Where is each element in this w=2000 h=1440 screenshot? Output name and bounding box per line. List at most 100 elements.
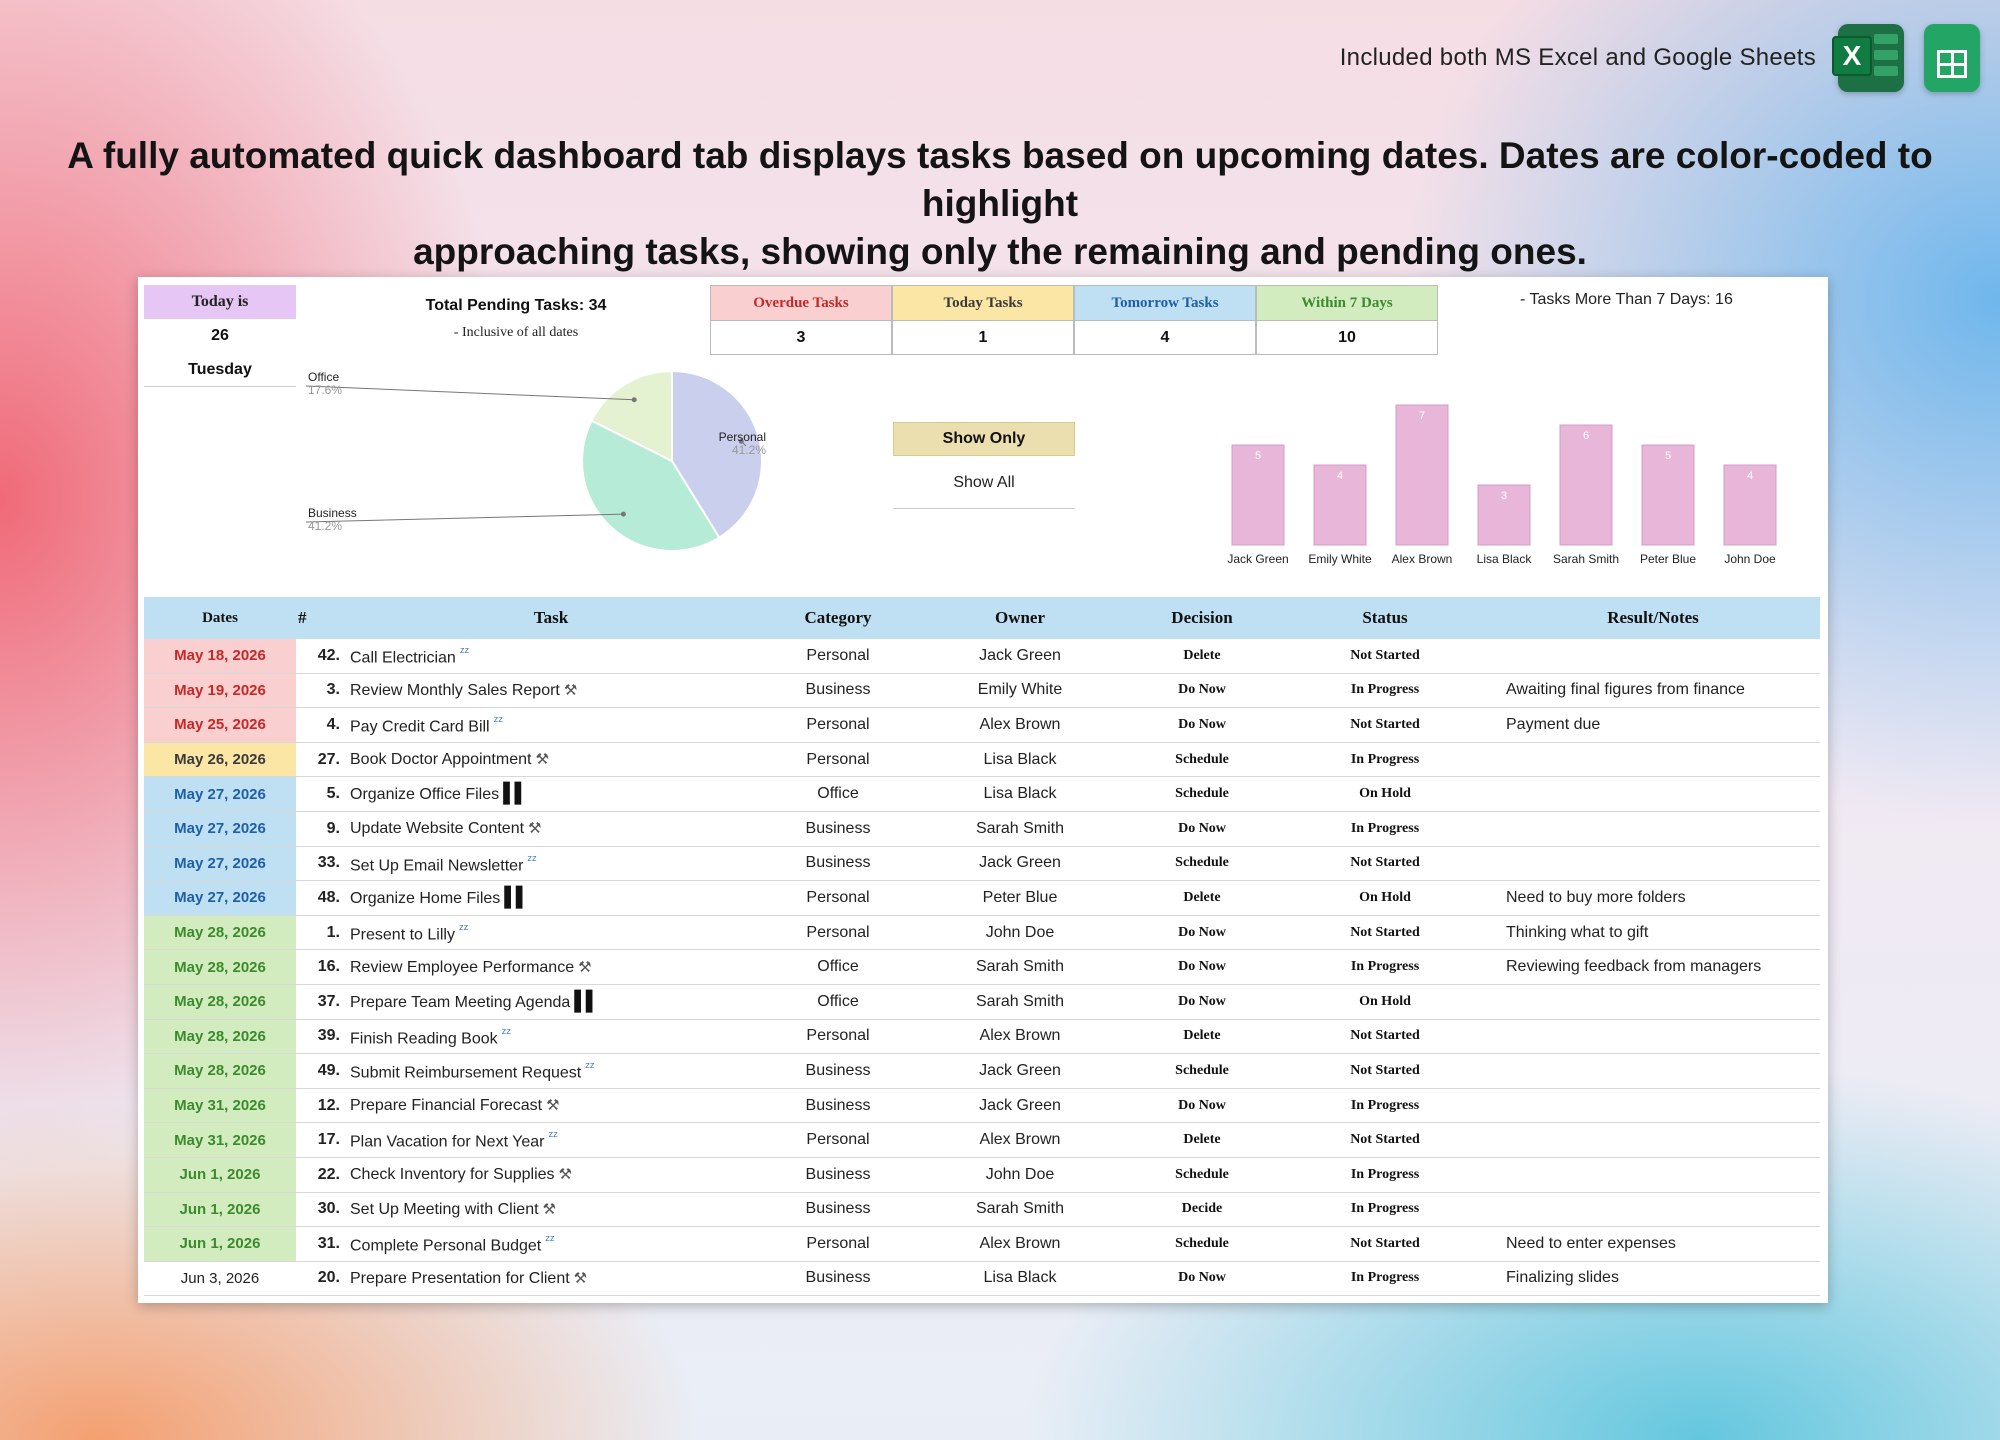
task-name: Prepare Financial Forecast — [350, 1097, 543, 1115]
bar-value-label: 5 — [1255, 450, 1261, 462]
table-row[interactable]: Jun 3, 2026 20. Prepare Presentation for C… — [144, 1261, 1820, 1297]
task-number: 37. — [317, 992, 340, 1010]
date-cell: May 25, 2026 — [144, 708, 296, 742]
task-cell: Organize Office Files ▌▌ — [346, 783, 756, 805]
bar-value-label: 4 — [1337, 470, 1343, 482]
task-number: 30. — [317, 1200, 340, 1218]
table-row[interactable]: May 31, 2026 17. Plan Vacation for Next Ye… — [144, 1123, 1820, 1158]
table-row[interactable]: May 31, 2026 12. Prepare Financial Forecas… — [144, 1088, 1820, 1124]
status-cell: Not Started — [1350, 1028, 1420, 1044]
bar-sarah-smith — [1559, 424, 1613, 546]
date-cell: May 28, 2026 — [144, 915, 296, 950]
header-dates[interactable]: Dates — [202, 609, 238, 626]
status-cell: Not Started — [1350, 1235, 1420, 1251]
header-task[interactable]: Task — [533, 608, 569, 627]
status-cell: On Hold — [1359, 993, 1411, 1009]
table-row[interactable]: May 25, 2026 4. Pay Credit Card Bill ᶻᶻ Pers… — [144, 708, 1820, 743]
sleep-icon: ᶻᶻ — [545, 1232, 555, 1248]
table-row[interactable]: May 26, 2026 27. Book Doctor Appointment ⚒ P… — [144, 742, 1820, 778]
pie-leader-dot — [631, 397, 637, 403]
date-cell: May 27, 2026 — [144, 881, 296, 915]
category-cell: Office — [817, 958, 859, 976]
pie-percent-label: 41.2% — [308, 519, 342, 533]
table-row[interactable]: May 28, 2026 49. Submit Reimbursement Requ… — [144, 1054, 1820, 1089]
task-cell: Set Up Meeting with Client ⚒ — [346, 1200, 756, 1219]
owner-cell: Peter Blue — [982, 888, 1058, 906]
table-row[interactable]: Jun 1, 2026 31. Complete Personal Budget ᶻᶻ… — [144, 1227, 1820, 1262]
notes-cell: Need to enter expenses — [1506, 1234, 1676, 1252]
show-all-option[interactable]: Show All — [893, 465, 1075, 509]
date-cell: May 19, 2026 — [144, 673, 296, 708]
table-row[interactable]: May 19, 2026 3. Review Monthly Sales Repor… — [144, 673, 1820, 709]
task-name: Submit Reimbursement Request — [350, 1064, 582, 1082]
table-row[interactable]: May 18, 2026 42. Call Electrician ᶻᶻ Persona… — [144, 639, 1820, 674]
tools-icon: ⚒ — [563, 681, 578, 699]
bar-category-label: Sarah Smith — [1553, 552, 1619, 566]
task-cell: Call Electrician ᶻᶻ — [346, 644, 756, 667]
sleep-icon: ᶻᶻ — [493, 713, 503, 729]
category-cell: Business — [805, 1096, 871, 1114]
table-row[interactable]: May 27, 2026 48. Organize Home Files ▌▌ Pers… — [144, 881, 1820, 916]
table-row[interactable]: May 28, 2026 37. Prepare Team Meeting Agen… — [144, 984, 1820, 1020]
bar-value-label: 5 — [1665, 450, 1671, 462]
table-row[interactable]: May 28, 2026 1. Present to Lilly ᶻᶻ Personal… — [144, 915, 1820, 951]
header-status[interactable]: Status — [1362, 608, 1408, 627]
total-pending-title: Total Pending Tasks: 34 — [425, 297, 607, 314]
task-cell: Plan Vacation for Next Year ᶻᶻ — [346, 1128, 756, 1151]
excel-logo-icon: X — [1832, 24, 1904, 92]
decision-cell: Do Now — [1178, 716, 1226, 732]
table-row[interactable]: May 27, 2026 33. Set Up Email Newsletter ᶻᶻ… — [144, 846, 1820, 882]
date-cell: May 31, 2026 — [144, 1123, 296, 1157]
header-notes[interactable]: Result/Notes — [1607, 608, 1699, 627]
table-row[interactable]: Jun 1, 2026 22. Check Inventory for Suppli… — [144, 1157, 1820, 1193]
kpi-label: Overdue Tasks — [711, 286, 891, 320]
owner-bar-chart: 5 Jack Green 4 Emily White 7 Alex Brown 3 Lisa … — [1227, 404, 1777, 566]
today-weekday: Tuesday — [144, 353, 296, 387]
bar-value-label: 4 — [1747, 470, 1753, 482]
pie-leader-line — [305, 513, 624, 523]
header-decision[interactable]: Decision — [1171, 608, 1233, 627]
date-cell: May 26, 2026 — [144, 742, 296, 777]
tools-icon: ⚒ — [578, 958, 592, 976]
task-number: 5. — [326, 785, 340, 803]
header-category[interactable]: Category — [804, 608, 872, 627]
owner-cell: Jack Green — [979, 1061, 1061, 1079]
table-row[interactable]: May 28, 2026 16. Review Employee Performan… — [144, 950, 1820, 985]
header-owner[interactable]: Owner — [994, 608, 1046, 627]
kpi-value: 1 — [893, 320, 1073, 354]
category-cell: Business — [805, 681, 871, 699]
owner-cell: Alex Brown — [979, 1027, 1061, 1045]
pie-leader-line — [305, 385, 635, 401]
notes-cell: Thinking what to gift — [1506, 923, 1649, 941]
task-cell: Present to Lilly ᶻᶻ — [346, 921, 756, 944]
table-body: May 18, 2026 42. Call Electrician ᶻᶻ Persona… — [144, 639, 1820, 1297]
header-num[interactable]: # — [298, 608, 307, 627]
tools-icon: ⚒ — [558, 1166, 572, 1184]
bar-value-label: 7 — [1419, 410, 1425, 422]
kpi-card: Within 7 Days 10 — [1256, 285, 1438, 355]
table-row[interactable]: May 28, 2026 39. Finish Reading Book ᶻᶻ Pers… — [144, 1019, 1820, 1055]
task-cell: Finish Reading Book ᶻᶻ — [346, 1025, 756, 1048]
decision-cell: Schedule — [1175, 1062, 1229, 1078]
category-cell: Business — [805, 1165, 871, 1183]
status-cell: Not Started — [1350, 647, 1420, 663]
table-row[interactable]: May 27, 2026 5. Organize Office Files ▌▌ Off… — [144, 777, 1820, 812]
task-number: 49. — [317, 1061, 340, 1079]
task-cell: Review Employee Performance ⚒ — [346, 958, 756, 977]
table-row[interactable]: May 27, 2026 9. Update Website Content ⚒ Bus… — [144, 811, 1820, 847]
pause-icon: ▌▌ — [504, 886, 529, 908]
total-pending-subtitle: - Inclusive of all dates — [453, 325, 579, 340]
owner-cell: Sarah Smith — [975, 992, 1065, 1010]
today-box: Today is 26 Tuesday — [144, 285, 296, 387]
bar-alex-brown — [1395, 404, 1449, 546]
show-only-button[interactable]: Show Only — [893, 422, 1075, 456]
category-cell: Personal — [806, 1234, 870, 1252]
task-number: 22. — [317, 1165, 340, 1183]
task-number: 1. — [326, 923, 340, 941]
date-cell: May 27, 2026 — [144, 777, 296, 811]
decision-cell: Do Now — [1178, 1270, 1226, 1286]
notes-cell: Payment due — [1506, 715, 1601, 733]
pie-slice-office — [590, 369, 673, 463]
table-row[interactable]: Jun 1, 2026 30. Set Up Meeting with Client… — [144, 1192, 1820, 1228]
